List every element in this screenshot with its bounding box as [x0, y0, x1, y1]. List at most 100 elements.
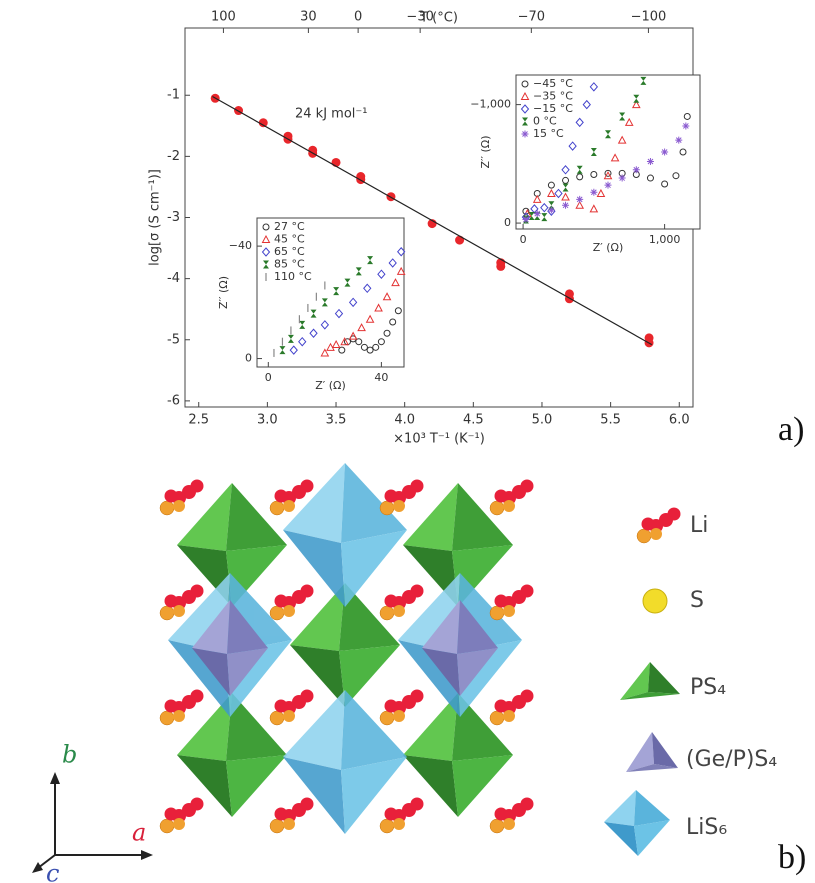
data-point — [575, 117, 584, 128]
li-atoms — [269, 797, 314, 834]
data-point — [365, 314, 375, 323]
data-point — [391, 278, 400, 287]
data-point — [619, 112, 626, 121]
legend-icon — [626, 732, 678, 772]
data-point — [279, 346, 286, 355]
x2-tick-label: −70 — [518, 10, 545, 25]
data-point — [610, 153, 620, 162]
x-tick-label: 0 — [520, 233, 527, 246]
data-point — [528, 211, 535, 220]
data-point — [396, 266, 406, 275]
legend-icon — [620, 662, 680, 700]
data-point — [394, 307, 402, 315]
li-atoms — [379, 689, 424, 726]
y-tick-label: -1 — [167, 88, 180, 103]
data-point — [547, 206, 555, 214]
data-point — [603, 171, 613, 180]
data-point — [562, 201, 570, 209]
data-point — [287, 334, 294, 343]
y-tick-label: -5 — [167, 332, 180, 347]
panel-label: a) — [778, 411, 804, 448]
li-atoms — [489, 479, 534, 516]
data-point — [618, 174, 626, 182]
x2-tick-label: 0 — [354, 10, 362, 25]
li-atoms — [269, 584, 314, 621]
data-point — [455, 235, 465, 245]
x2-tick-label: −30 — [406, 10, 433, 25]
data-point — [388, 258, 397, 268]
legend-marker — [522, 117, 528, 126]
data-point — [321, 298, 328, 307]
data-point — [363, 283, 372, 294]
structure-legend: Li S PS₄ (Ge/P)S₄ LiS₆ — [604, 507, 777, 856]
legend-label: −35 °C — [533, 90, 573, 103]
li-atoms — [159, 797, 204, 834]
legend-label: LiS₆ — [686, 815, 727, 840]
y-tick-label: -6 — [167, 393, 180, 408]
data-point — [334, 308, 344, 319]
li-atoms — [159, 689, 204, 726]
data-point — [372, 343, 380, 351]
plot-frame — [256, 217, 405, 368]
data-point — [530, 204, 539, 214]
data-point — [258, 118, 268, 128]
data-point — [646, 157, 654, 165]
legend-marker — [262, 223, 270, 231]
data-point — [576, 195, 584, 203]
data-point — [355, 267, 362, 276]
data-point — [640, 76, 647, 85]
annotation: 24 kJ mol⁻¹ — [295, 107, 367, 122]
y-axis-label: log[σ (S cm⁻¹)] — [148, 169, 163, 266]
data-point — [377, 338, 385, 346]
x-tick-label: 6.0 — [669, 413, 690, 428]
data-point — [357, 323, 366, 332]
axis-c-label: c — [46, 860, 59, 883]
data-point — [340, 337, 349, 346]
data-point — [496, 261, 506, 271]
x-axis-label: ×10³ T⁻¹ (K⁻¹) — [393, 432, 485, 447]
li-atoms — [379, 584, 424, 621]
legend-label: 15 °C — [533, 127, 564, 140]
data-point — [299, 320, 306, 329]
legend-marker — [520, 104, 530, 114]
data-point — [672, 172, 680, 180]
legend-label: 45 °C — [274, 233, 305, 246]
x2-tick-label: 30 — [300, 10, 317, 25]
data-point — [366, 346, 374, 354]
x-tick-label: 3.5 — [326, 413, 347, 428]
data-point — [344, 278, 351, 287]
data-point — [377, 269, 386, 279]
y-tick-label: -3 — [167, 210, 180, 225]
plot-frame — [515, 74, 701, 230]
legend-label: −15 °C — [533, 102, 573, 115]
data-point — [374, 303, 383, 312]
li-atoms — [379, 797, 424, 834]
legend-icon — [604, 790, 670, 856]
y-axis-label: Z′′ (Ω) — [217, 276, 230, 309]
data-point — [541, 213, 548, 222]
data-point — [289, 345, 298, 355]
legend-label: −45 °C — [533, 77, 573, 90]
data-point — [679, 148, 687, 156]
data-point — [533, 210, 541, 218]
fit-line — [212, 95, 653, 346]
data-point — [590, 148, 597, 156]
legend-marker — [263, 260, 269, 269]
data-point — [604, 181, 612, 189]
y-tick-label: −40 — [229, 239, 252, 252]
data-point — [540, 202, 549, 213]
legend-label: PS₄ — [690, 675, 726, 700]
li-atoms — [489, 689, 534, 726]
data-point — [661, 180, 669, 188]
data-point — [338, 346, 346, 354]
legend-icon — [642, 588, 668, 614]
data-point — [561, 192, 570, 201]
li-atoms — [489, 797, 534, 834]
crystal-structure — [159, 463, 534, 834]
x-tick-label: 40 — [374, 371, 388, 384]
legend-marker — [261, 234, 271, 243]
y-axis-label: Z′′ (Ω) — [479, 135, 492, 168]
data-point — [326, 342, 335, 351]
data-point — [522, 207, 530, 215]
